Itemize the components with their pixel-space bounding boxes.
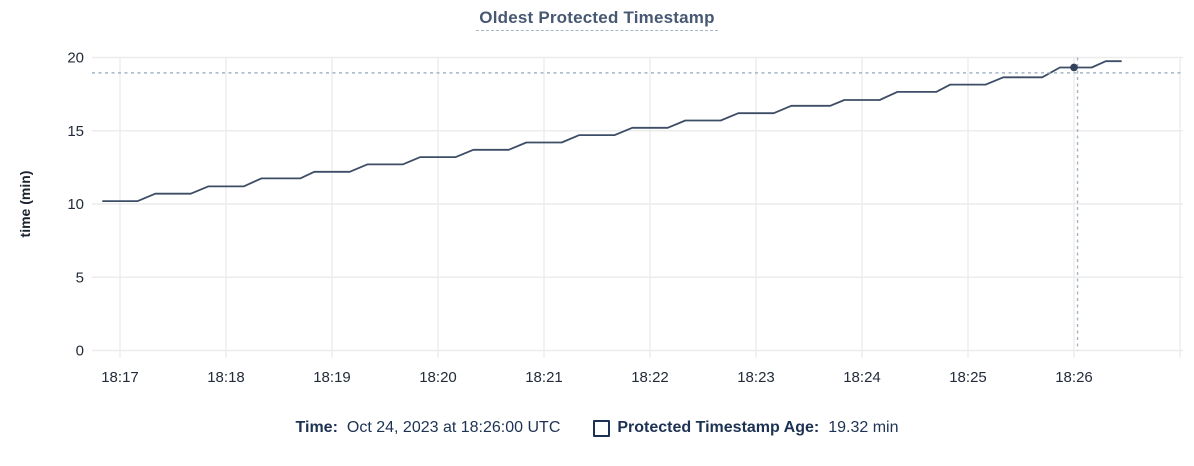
y-tick-label: 5 [76,269,84,286]
series-checkbox-icon[interactable] [593,419,611,437]
chart-hover-legend: Time: Oct 24, 2023 at 18:26:00 UTC Prote… [0,419,1194,437]
x-tick-label: 18:18 [207,369,245,386]
y-tick-labels: 0 5 10 15 20 [67,50,84,360]
y-tick-label: 0 [76,343,84,360]
hover-time-value: Oct 24, 2023 at 18:26:00 UTC [346,419,561,436]
chart-header: Oldest Protected Timestamp [0,8,1194,31]
chart-title: Oldest Protected Timestamp [476,8,718,31]
series-line [102,60,1122,202]
x-tick-label: 18:22 [631,369,669,386]
x-tick-label: 18:17 [101,369,139,386]
x-tick-label: 18:19 [313,369,351,386]
x-tick-label: 18:20 [419,369,457,386]
hover-time-group: Time: Oct 24, 2023 at 18:26:00 UTC [296,419,561,437]
x-tick-labels: 18:17 18:18 18:19 18:20 18:21 18:22 18:23 18:24… [101,369,1093,386]
legend-series-toggle[interactable]: Protected Timestamp Age: 19.32 min [593,419,898,437]
y-axis-title: time (min) [17,171,33,238]
series-hover-value: 19.32 min [828,419,899,436]
x-tick-label: 18:25 [949,369,987,386]
vertical-gridlines [119,57,1181,358]
horizontal-gridlines [92,56,1183,352]
hover-point-dot [1070,63,1078,72]
series-name-label: Protected Timestamp Age: [617,419,820,436]
x-tick-label: 18:26 [1055,369,1093,386]
x-tick-label: 18:24 [843,369,881,386]
y-tick-label: 10 [67,196,84,213]
hover-time-label: Time: [295,419,338,436]
x-tick-label: 18:23 [737,369,775,386]
y-tick-label: 15 [67,123,84,140]
y-tick-label: 20 [67,50,84,67]
x-tick-label: 18:21 [525,369,563,386]
